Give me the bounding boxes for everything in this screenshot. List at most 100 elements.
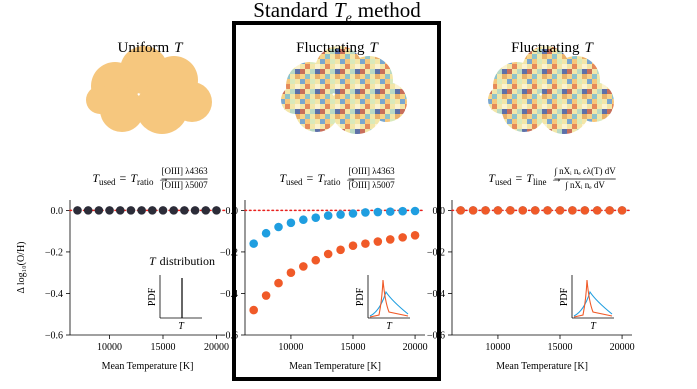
y-tick-label: −0.6 bbox=[427, 331, 445, 342]
cloud-fluctuating bbox=[281, 46, 407, 134]
x-axis-label: Mean Temperature [K] bbox=[102, 361, 194, 372]
formula-rhs-sub: ratio bbox=[137, 177, 154, 187]
data-point bbox=[299, 215, 308, 225]
data-point bbox=[115, 206, 125, 215]
inset-xlabel: T bbox=[590, 321, 597, 332]
y-tick-label: −0.2 bbox=[427, 247, 445, 258]
y-axis-label: Δ log₁₀(O/H) bbox=[16, 241, 27, 293]
formula-eq: = bbox=[120, 171, 127, 185]
data-point bbox=[126, 206, 136, 215]
data-point bbox=[336, 245, 345, 255]
x-tick-label: 20000 bbox=[204, 342, 229, 353]
data-point bbox=[83, 206, 93, 215]
formula-lhs: T bbox=[488, 171, 496, 185]
y-tick-label: −0.4 bbox=[45, 289, 63, 300]
data-point bbox=[261, 291, 271, 300]
x-tick-label: 10000 bbox=[97, 342, 122, 353]
data-point bbox=[190, 206, 200, 215]
data-point bbox=[468, 206, 478, 215]
x-axis-label: Mean Temperature [K] bbox=[289, 361, 381, 372]
inset-xlabel: T bbox=[178, 321, 185, 332]
data-point bbox=[605, 206, 614, 215]
inset-xlabel: T bbox=[386, 321, 393, 332]
formula-lhs: T bbox=[279, 171, 287, 185]
title-suffix: method bbox=[358, 0, 421, 22]
data-point bbox=[385, 235, 395, 244]
data-point bbox=[180, 206, 189, 215]
formula-rhs-sub: ratio bbox=[324, 177, 341, 187]
data-point bbox=[323, 249, 333, 259]
panel-header: Fluctuating T bbox=[296, 40, 379, 56]
y-tick-label: 0.0 bbox=[51, 206, 64, 217]
inset-curve bbox=[369, 290, 409, 317]
data-point bbox=[323, 211, 333, 220]
inset-ylabel: PDF bbox=[355, 287, 366, 306]
inset-ylabel: PDF bbox=[559, 287, 570, 306]
data-point bbox=[361, 208, 370, 217]
data-point bbox=[201, 206, 211, 215]
data-point bbox=[373, 207, 383, 217]
header-text: Fluctuating bbox=[511, 40, 580, 56]
panel-header: Uniform T bbox=[117, 40, 184, 56]
formula-rhs: T bbox=[526, 171, 534, 185]
y-tick-label: 0.0 bbox=[226, 206, 239, 217]
x-tick-label: 15000 bbox=[341, 342, 366, 353]
x-tick-label: 20000 bbox=[610, 342, 635, 353]
y-tick-label: −0.6 bbox=[220, 331, 238, 342]
inset-ylabel: PDF bbox=[147, 287, 158, 306]
formula: Tused = Tline → bbox=[488, 171, 562, 187]
panel-header: Fluctuating T bbox=[511, 40, 594, 56]
formula-rhs: T bbox=[130, 171, 138, 185]
data-point bbox=[543, 206, 552, 215]
formula-arrow: → bbox=[158, 171, 170, 185]
formula-rhs-sub: line bbox=[533, 177, 547, 187]
y-tick-label: −0.6 bbox=[45, 331, 63, 342]
header-symbol: T bbox=[369, 40, 379, 56]
formula-numerator: [OIII] λ4363 bbox=[162, 166, 209, 176]
header-symbol: T bbox=[174, 40, 184, 56]
x-tick-label: 10000 bbox=[485, 342, 510, 353]
data-point bbox=[398, 206, 407, 216]
formula-denominator: [OIII] λ5007 bbox=[162, 180, 209, 190]
formula-lhs-sub: used bbox=[495, 177, 512, 187]
formula: Tused = Tratio → bbox=[279, 171, 356, 187]
data-point bbox=[286, 218, 296, 228]
inset-curve bbox=[573, 279, 613, 318]
data-point bbox=[311, 255, 321, 265]
formula: Tused = Tratio → bbox=[92, 171, 169, 187]
header-text: Fluctuating bbox=[296, 40, 365, 56]
y-tick-label: −0.2 bbox=[220, 247, 238, 258]
data-point bbox=[617, 206, 627, 215]
data-point bbox=[148, 206, 157, 215]
data-point bbox=[568, 206, 577, 215]
y-tick-label: −0.4 bbox=[427, 289, 445, 300]
x-tick-label: 15000 bbox=[151, 342, 176, 353]
title-subscript: e bbox=[346, 11, 352, 26]
data-point bbox=[410, 206, 420, 216]
header-text: Uniform bbox=[117, 40, 169, 56]
data-point bbox=[580, 206, 590, 215]
formula-arrow: → bbox=[550, 171, 562, 185]
data-point bbox=[481, 206, 490, 215]
data-point bbox=[530, 206, 540, 215]
formula-lhs-sub: used bbox=[286, 177, 303, 187]
data-point bbox=[518, 206, 528, 215]
y-tick-label: −0.2 bbox=[45, 247, 63, 258]
formula-eq: = bbox=[307, 171, 314, 185]
header-symbol: T bbox=[584, 40, 594, 56]
formula-numerator: ∫ nXᵢ nₑ ϵλ(T) dV bbox=[553, 166, 616, 177]
data-point bbox=[249, 239, 258, 248]
formula-rhs: T bbox=[317, 171, 325, 185]
inset-curve bbox=[573, 290, 613, 317]
data-point bbox=[361, 239, 370, 248]
data-point bbox=[348, 241, 358, 250]
data-point bbox=[311, 213, 321, 222]
formula-denominator: [OIII] λ5007 bbox=[349, 180, 396, 190]
data-point bbox=[137, 206, 146, 215]
inset-curve bbox=[369, 279, 409, 318]
y-tick-label: 0.0 bbox=[433, 206, 446, 217]
data-point bbox=[410, 231, 420, 240]
inset-title-symbol: T bbox=[149, 254, 157, 268]
